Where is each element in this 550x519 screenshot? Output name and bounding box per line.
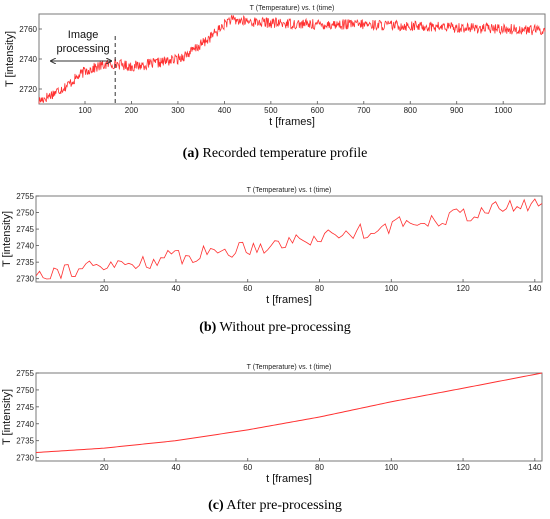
caption-a-label: (a) <box>182 146 199 161</box>
y-tick-label: 2735 <box>16 258 34 267</box>
x-tick-label: 100 <box>385 463 399 472</box>
x-tick-label: 300 <box>171 106 185 115</box>
x-tick-label: 400 <box>218 106 232 115</box>
y-tick-label: 2750 <box>16 386 34 395</box>
y-tick-label: 2740 <box>16 242 34 251</box>
y-axis-label: T [intensity] <box>4 31 16 87</box>
x-tick-label: 140 <box>528 463 542 472</box>
y-tick-label: 2730 <box>16 275 34 284</box>
x-tick-label: 80 <box>315 463 324 472</box>
x-tick-label: 20 <box>100 284 109 293</box>
x-tick-label: 700 <box>357 106 371 115</box>
chart-title: T (Temperature) vs. t (time) <box>247 364 332 371</box>
y-tick-label: 2740 <box>16 420 34 429</box>
x-tick-label: 500 <box>264 106 278 115</box>
x-tick-label: 40 <box>172 284 181 293</box>
caption-c-text: After pre-processing <box>223 498 342 513</box>
series-line <box>35 198 543 280</box>
x-tick-label: 200 <box>125 106 139 115</box>
x-tick-label: 120 <box>456 284 470 293</box>
x-tick-label: 600 <box>311 106 325 115</box>
chart-panel-b: T (Temperature) vs. t (time) 20 40 60 80 100 1… <box>0 178 550 318</box>
caption-a: (a) Recorded temperature profile <box>0 146 550 162</box>
chart-panel-c: T (Temperature) vs. t (time) 20 40 60 80 100 1… <box>0 355 550 490</box>
x-tick-label: 900 <box>450 106 464 115</box>
y-tick-label: 2750 <box>16 209 34 218</box>
x-tick-label: 800 <box>404 106 418 115</box>
x-tick-label: 100 <box>385 284 399 293</box>
caption-a-text: Recorded temperature profile <box>199 146 368 161</box>
annotation-label-line1: Image <box>68 29 99 41</box>
y-tick-label: 2735 <box>16 437 34 446</box>
x-tick-label: 60 <box>243 284 252 293</box>
y-axis-label: T [intensity] <box>1 389 13 445</box>
x-tick-label: 40 <box>172 463 181 472</box>
x-tick-label: 20 <box>100 463 109 472</box>
chart-c-svg: T (Temperature) vs. t (time) 20 40 60 80 100 1… <box>1 364 543 485</box>
chart-b-svg: T (Temperature) vs. t (time) 20 40 60 80 100 1… <box>1 187 543 306</box>
y-tick-label: 2755 <box>16 192 34 201</box>
chart-title: T (Temperature) vs. t (time) <box>250 5 335 12</box>
caption-b-text: Without pre-processing <box>216 320 351 335</box>
x-tick-label: 80 <box>315 284 324 293</box>
y-tick-label: 2745 <box>16 403 34 412</box>
y-tick-label: 2720 <box>19 85 37 94</box>
caption-c-label: (c) <box>208 498 224 513</box>
x-axis-label: t [frames] <box>266 294 312 306</box>
y-axis-label: T [intensity] <box>1 211 13 267</box>
plot-area <box>35 195 543 283</box>
x-tick-label: 140 <box>528 284 542 293</box>
y-tick-label: 2730 <box>16 454 34 463</box>
x-axis-label: t [frames] <box>269 116 315 128</box>
series-line <box>38 14 546 104</box>
x-tick-label: 1000 <box>494 106 512 115</box>
caption-b-label: (b) <box>199 320 217 335</box>
x-axis-label: t [frames] <box>266 473 312 485</box>
annotation-label-line2: processing <box>56 43 109 55</box>
chart-a-svg: T (Temperature) vs. t (time) 100 200 300 400… <box>4 5 546 128</box>
y-tick-label: 2745 <box>16 225 34 234</box>
y-tick-label: 2740 <box>19 55 37 64</box>
x-tick-label: 100 <box>78 106 92 115</box>
series-line <box>35 372 543 454</box>
chart-title: T (Temperature) vs. t (time) <box>247 187 332 194</box>
y-tick-label: 2760 <box>19 25 37 34</box>
x-tick-label: 60 <box>243 463 252 472</box>
caption-b: (b) Without pre-processing <box>0 320 550 336</box>
caption-c: (c) After pre-processing <box>0 498 550 514</box>
y-tick-label: 2755 <box>16 369 34 378</box>
x-tick-label: 120 <box>456 463 470 472</box>
chart-panel-a: T (Temperature) vs. t (time) 100 200 300 400… <box>0 0 550 135</box>
